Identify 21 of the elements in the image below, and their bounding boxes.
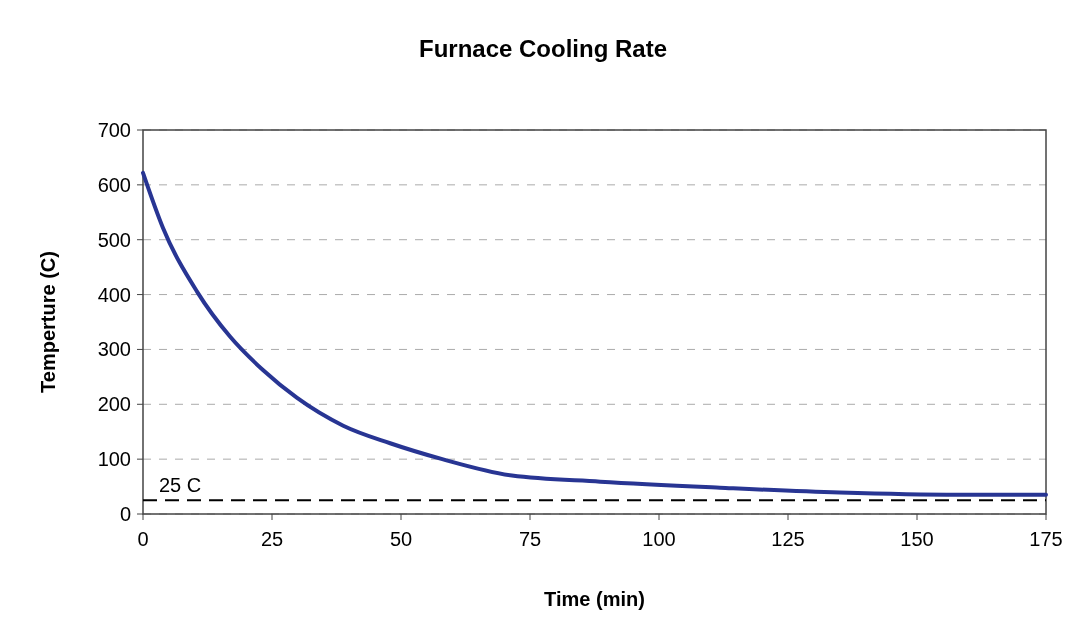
y-tick-label: 500 [97,228,131,251]
x-tick-label: 150 [900,528,934,550]
x-tick-label: 25 [260,528,284,550]
x-tick-label: 75 [518,528,542,550]
y-tick-label: 600 [97,173,131,196]
y-tick-label: 300 [97,338,131,361]
x-tick-label: 175 [1029,528,1063,550]
chart-title: Furnace Cooling Rate [418,35,668,62]
line-series [141,170,1048,497]
x-axis-title: Time (min) [544,588,645,610]
y-tick-label: 200 [97,393,131,416]
y-tick-label: 0 [119,503,131,525]
y-axis-title: Temperture (C) [37,251,59,393]
y-tick-label: 700 [97,119,131,141]
x-tick-label: 0 [137,528,149,550]
x-tick-label: 125 [771,528,805,550]
x-tick-label: 100 [642,528,676,550]
ref-line-label: 25 C [159,474,202,497]
x-tick-label: 50 [389,528,413,550]
y-tick-label: 400 [97,283,131,306]
y-tick-label: 100 [97,448,131,471]
